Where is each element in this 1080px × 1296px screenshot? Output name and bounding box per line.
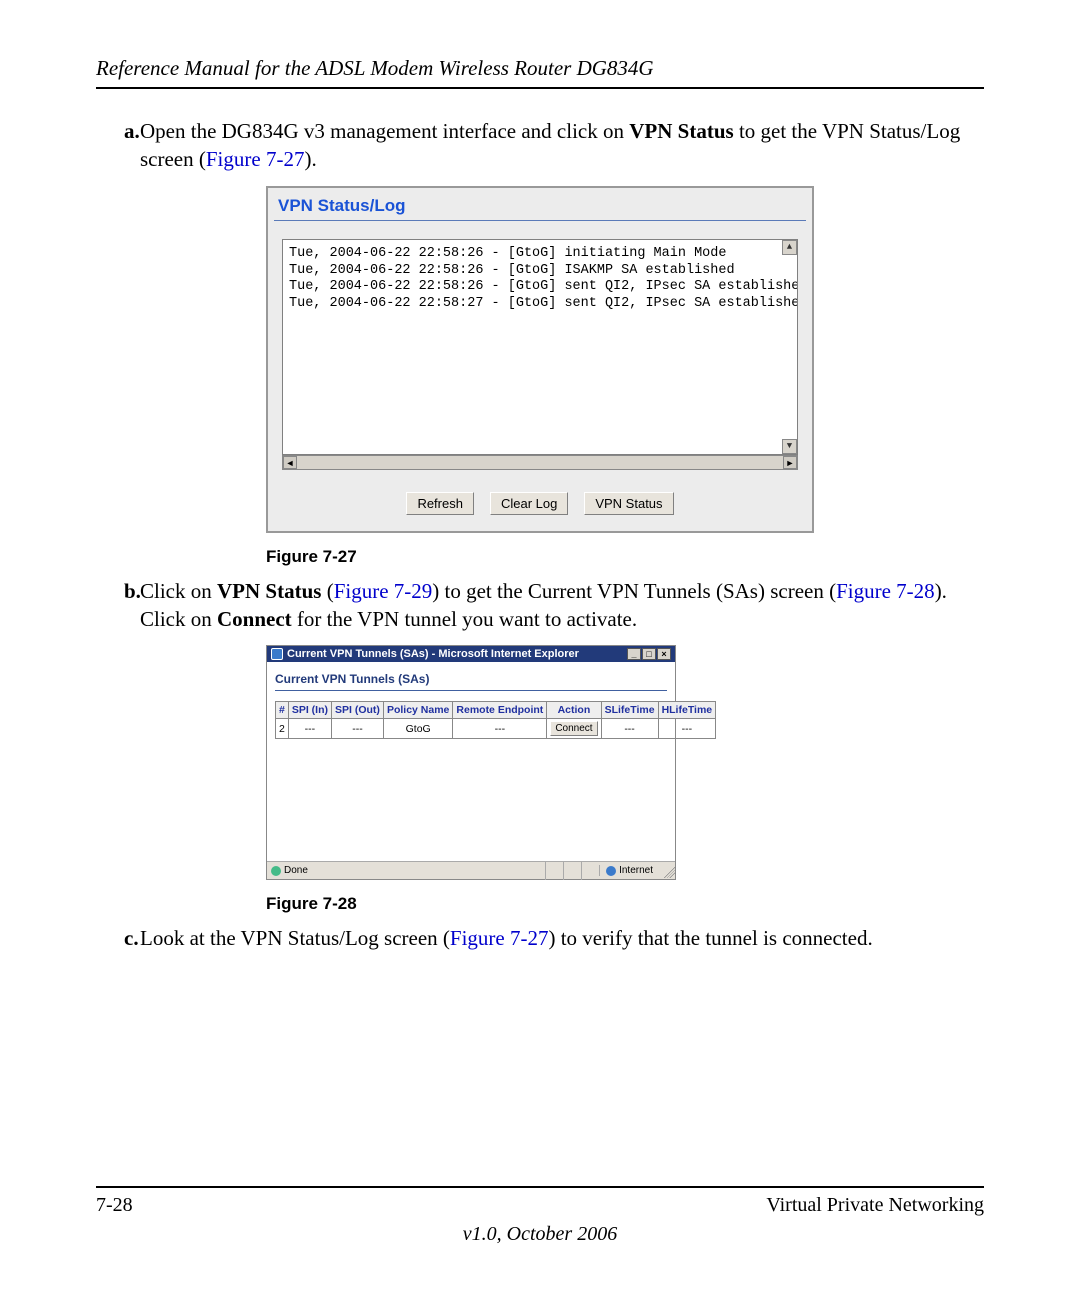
page-footer: 7-28 Virtual Private Networking v1.0, Oc… — [96, 1186, 984, 1246]
step-b-post: for the VPN tunnel you want to activate. — [292, 607, 637, 631]
cell-policy: GtoG — [383, 719, 452, 739]
cell-spi-in: --- — [288, 719, 331, 739]
step-a-bold: VPN Status — [629, 119, 733, 143]
footer-rule — [96, 1186, 984, 1188]
cell-hlife: --- — [658, 719, 716, 739]
status-cell — [581, 862, 599, 880]
window-close-button[interactable]: × — [657, 648, 671, 660]
step-b-mid1: ( — [321, 579, 333, 603]
tunnels-empty-area — [275, 739, 667, 859]
step-b-bold1: VPN Status — [217, 579, 321, 603]
refresh-button[interactable]: Refresh — [406, 492, 474, 515]
col-num: # — [276, 702, 289, 719]
status-cell — [545, 862, 563, 880]
step-c: c. Look at the VPN Status/Log screen (Fi… — [96, 924, 984, 952]
status-cell — [563, 862, 581, 880]
vpn-status-log-divider — [274, 220, 806, 221]
ie-icon — [271, 648, 283, 660]
vpn-tunnels-screenshot: Current VPN Tunnels (SAs) - Microsoft In… — [266, 645, 676, 880]
cell-spi-out: --- — [332, 719, 384, 739]
step-a-pre: Open the DG834G v3 management interface … — [140, 119, 629, 143]
ie-statusbar: Done Internet — [267, 861, 675, 879]
col-spi-out: SPI (Out) — [332, 702, 384, 719]
step-b-figlink-a[interactable]: Figure 7-29 — [334, 579, 433, 603]
horizontal-scrollbar[interactable]: ◄► — [282, 455, 798, 470]
col-action: Action — [547, 702, 601, 719]
step-a-text: Open the DG834G v3 management interface … — [140, 117, 984, 174]
footer-section-title: Virtual Private Networking — [766, 1194, 984, 1217]
tunnels-table: # SPI (In) SPI (Out) Policy Name Remote … — [275, 701, 716, 739]
step-c-post: ) to verify that the tunnel is connected… — [548, 926, 872, 950]
table-row: 2 --- --- GtoG --- Connect --- --- — [276, 719, 716, 739]
figure-7-27-caption: Figure 7-27 — [266, 547, 984, 567]
tunnels-rule — [275, 690, 667, 691]
window-minimize-button[interactable]: _ — [627, 648, 641, 660]
tunnels-header-row: # SPI (In) SPI (Out) Policy Name Remote … — [276, 702, 716, 719]
ie-window-title: Current VPN Tunnels (SAs) - Microsoft In… — [287, 648, 579, 660]
step-b-bold2: Connect — [217, 607, 292, 631]
tunnels-subtitle: Current VPN Tunnels (SAs) — [275, 672, 667, 686]
vpn-status-button[interactable]: VPN Status — [584, 492, 673, 515]
done-icon — [271, 866, 281, 876]
cell-action: Connect — [547, 719, 601, 739]
globe-icon — [606, 866, 616, 876]
cell-remote: --- — [453, 719, 547, 739]
step-c-bullet: c. — [96, 924, 140, 952]
vpn-log-textarea: Tue, 2004-06-22 22:58:26 - [GtoG] initia… — [282, 239, 798, 455]
col-policy: Policy Name — [383, 702, 452, 719]
step-c-pre: Look at the VPN Status/Log screen ( — [140, 926, 450, 950]
step-a-post2: ). — [304, 147, 316, 171]
step-b-figlink-b[interactable]: Figure 7-28 — [836, 579, 935, 603]
step-a: a. Open the DG834G v3 management interfa… — [96, 117, 984, 174]
step-c-text: Look at the VPN Status/Log screen (Figur… — [140, 924, 984, 952]
scroll-up-icon[interactable]: ▲ — [782, 240, 797, 255]
window-maximize-button[interactable]: □ — [642, 648, 656, 660]
cell-slife: --- — [601, 719, 658, 739]
header-rule — [96, 87, 984, 89]
clear-log-button[interactable]: Clear Log — [490, 492, 568, 515]
ie-titlebar: Current VPN Tunnels (SAs) - Microsoft In… — [267, 646, 675, 662]
step-b-mid2: ) to get the Current VPN Tunnels (SAs) s… — [432, 579, 836, 603]
step-c-figlink[interactable]: Figure 7-27 — [450, 926, 549, 950]
figure-7-28-caption: Figure 7-28 — [266, 894, 984, 914]
vpn-status-log-screenshot: VPN Status/Log Tue, 2004-06-22 22:58:26 … — [266, 186, 814, 533]
col-slife: SLifeTime — [601, 702, 658, 719]
vpn-log-content: Tue, 2004-06-22 22:58:26 - [GtoG] initia… — [289, 246, 798, 312]
page-header-title: Reference Manual for the ADSL Modem Wire… — [96, 56, 984, 81]
step-b-text: Click on VPN Status (Figure 7-29) to get… — [140, 577, 984, 634]
scroll-down-icon[interactable]: ▼ — [782, 439, 797, 454]
status-internet: Internet — [599, 865, 659, 876]
footer-page-number: 7-28 — [96, 1194, 133, 1217]
col-spi-in: SPI (In) — [288, 702, 331, 719]
col-hlife: HLifeTime — [658, 702, 716, 719]
step-a-figlink[interactable]: Figure 7-27 — [206, 147, 305, 171]
step-a-bullet: a. — [96, 117, 140, 174]
scroll-right-icon[interactable]: ► — [783, 456, 797, 469]
status-done-text: Done — [284, 865, 308, 876]
step-b-pre: Click on — [140, 579, 217, 603]
status-internet-text: Internet — [619, 865, 653, 876]
scroll-left-icon[interactable]: ◄ — [283, 456, 297, 469]
cell-num: 2 — [276, 719, 289, 739]
resize-grip-icon[interactable] — [661, 864, 675, 878]
step-b: b. Click on VPN Status (Figure 7-29) to … — [96, 577, 984, 634]
vpn-status-log-title: VPN Status/Log — [274, 194, 806, 220]
connect-button[interactable]: Connect — [550, 721, 597, 736]
footer-version: v1.0, October 2006 — [96, 1223, 984, 1246]
col-remote: Remote Endpoint — [453, 702, 547, 719]
step-b-bullet: b. — [96, 577, 140, 634]
